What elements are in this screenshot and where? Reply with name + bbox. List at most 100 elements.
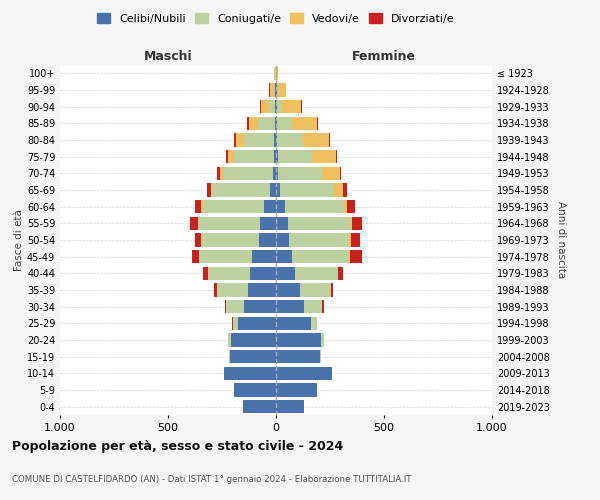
Bar: [276, 116, 277, 130]
Bar: [230, 334, 276, 346]
Bar: [207, 184, 211, 196]
Bar: [212, 184, 269, 196]
Bar: [230, 350, 276, 364]
Y-axis label: Fasce di età: Fasce di età: [14, 209, 24, 271]
Bar: [220, 166, 223, 180]
Bar: [270, 84, 274, 96]
Bar: [277, 116, 292, 130]
Bar: [322, 166, 340, 180]
Bar: [277, 134, 303, 146]
Bar: [311, 316, 317, 330]
Bar: [194, 234, 201, 246]
Text: Popolazione per età, sesso e stato civile - 2024: Popolazione per età, sesso e stato civil…: [12, 440, 343, 453]
Bar: [252, 250, 276, 264]
Bar: [336, 150, 337, 164]
Bar: [193, 250, 199, 264]
Bar: [257, 116, 275, 130]
Bar: [347, 200, 355, 213]
Bar: [282, 100, 301, 114]
Bar: [312, 150, 336, 164]
Bar: [276, 200, 284, 213]
Bar: [248, 284, 276, 296]
Bar: [338, 266, 343, 280]
Bar: [277, 66, 278, 80]
Bar: [275, 100, 276, 114]
Bar: [234, 384, 276, 396]
Bar: [277, 84, 278, 96]
Bar: [197, 216, 198, 230]
Bar: [276, 400, 304, 413]
Bar: [234, 134, 236, 146]
Bar: [350, 250, 362, 264]
Bar: [349, 250, 350, 264]
Bar: [276, 184, 280, 196]
Bar: [292, 116, 317, 130]
Bar: [276, 266, 295, 280]
Bar: [274, 134, 276, 146]
Bar: [278, 84, 286, 96]
Bar: [340, 166, 341, 180]
Bar: [229, 334, 230, 346]
Text: Maschi: Maschi: [143, 50, 193, 64]
Text: COMUNE DI CASTELFIDARDO (AN) - Dati ISTAT 1° gennaio 2024 - Elaborazione TUTTITA: COMUNE DI CASTELFIDARDO (AN) - Dati ISTA…: [12, 475, 412, 484]
Bar: [276, 166, 278, 180]
Bar: [260, 216, 276, 230]
Bar: [343, 184, 347, 196]
Bar: [199, 250, 252, 264]
Bar: [198, 216, 260, 230]
Bar: [276, 284, 300, 296]
Bar: [334, 184, 343, 196]
Bar: [276, 84, 277, 96]
Bar: [288, 216, 350, 230]
Bar: [208, 266, 250, 280]
Bar: [350, 216, 352, 230]
Bar: [236, 134, 244, 146]
Bar: [203, 266, 208, 280]
Bar: [225, 300, 226, 314]
Bar: [280, 184, 334, 196]
Bar: [244, 134, 274, 146]
Bar: [250, 266, 276, 280]
Bar: [352, 216, 362, 230]
Bar: [289, 234, 349, 246]
Bar: [350, 234, 360, 246]
Bar: [275, 84, 276, 96]
Text: Femmine: Femmine: [352, 50, 416, 64]
Bar: [274, 150, 276, 164]
Bar: [274, 84, 275, 96]
Bar: [259, 234, 276, 246]
Bar: [214, 284, 217, 296]
Bar: [226, 300, 244, 314]
Bar: [249, 116, 257, 130]
Bar: [244, 300, 276, 314]
Bar: [301, 100, 302, 114]
Bar: [277, 100, 282, 114]
Bar: [276, 216, 288, 230]
Bar: [304, 300, 322, 314]
Bar: [211, 184, 212, 196]
Bar: [329, 134, 330, 146]
Bar: [203, 200, 264, 213]
Bar: [262, 100, 269, 114]
Bar: [247, 116, 249, 130]
Bar: [190, 216, 197, 230]
Bar: [303, 134, 329, 146]
Bar: [276, 134, 277, 146]
Bar: [349, 234, 350, 246]
Bar: [276, 234, 289, 246]
Bar: [229, 150, 234, 164]
Bar: [217, 166, 220, 180]
Bar: [276, 300, 304, 314]
Bar: [331, 284, 333, 296]
Bar: [223, 166, 273, 180]
Bar: [278, 166, 322, 180]
Bar: [217, 284, 248, 296]
Bar: [202, 200, 203, 213]
Bar: [264, 200, 276, 213]
Bar: [276, 350, 320, 364]
Bar: [276, 384, 317, 396]
Bar: [317, 116, 318, 130]
Bar: [300, 284, 331, 296]
Bar: [276, 366, 332, 380]
Bar: [202, 234, 259, 246]
